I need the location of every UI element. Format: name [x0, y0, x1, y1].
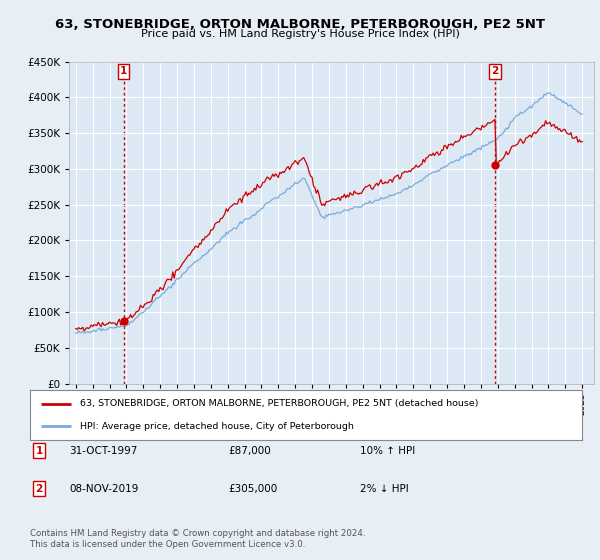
Text: £305,000: £305,000 [228, 484, 277, 494]
Text: 63, STONEBRIDGE, ORTON MALBORNE, PETERBOROUGH, PE2 5NT: 63, STONEBRIDGE, ORTON MALBORNE, PETERBO… [55, 18, 545, 31]
Text: HPI: Average price, detached house, City of Peterborough: HPI: Average price, detached house, City… [80, 422, 353, 431]
Text: £87,000: £87,000 [228, 446, 271, 456]
Text: 31-OCT-1997: 31-OCT-1997 [69, 446, 137, 456]
Text: Price paid vs. HM Land Registry's House Price Index (HPI): Price paid vs. HM Land Registry's House … [140, 29, 460, 39]
Text: Contains HM Land Registry data © Crown copyright and database right 2024.
This d: Contains HM Land Registry data © Crown c… [30, 529, 365, 549]
Text: 10% ↑ HPI: 10% ↑ HPI [360, 446, 415, 456]
Text: 63, STONEBRIDGE, ORTON MALBORNE, PETERBOROUGH, PE2 5NT (detached house): 63, STONEBRIDGE, ORTON MALBORNE, PETERBO… [80, 399, 478, 408]
Text: 2: 2 [35, 484, 43, 494]
Text: 2: 2 [491, 67, 499, 76]
Text: 08-NOV-2019: 08-NOV-2019 [69, 484, 139, 494]
Text: 1: 1 [35, 446, 43, 456]
Text: 1: 1 [120, 67, 127, 76]
Text: 2% ↓ HPI: 2% ↓ HPI [360, 484, 409, 494]
